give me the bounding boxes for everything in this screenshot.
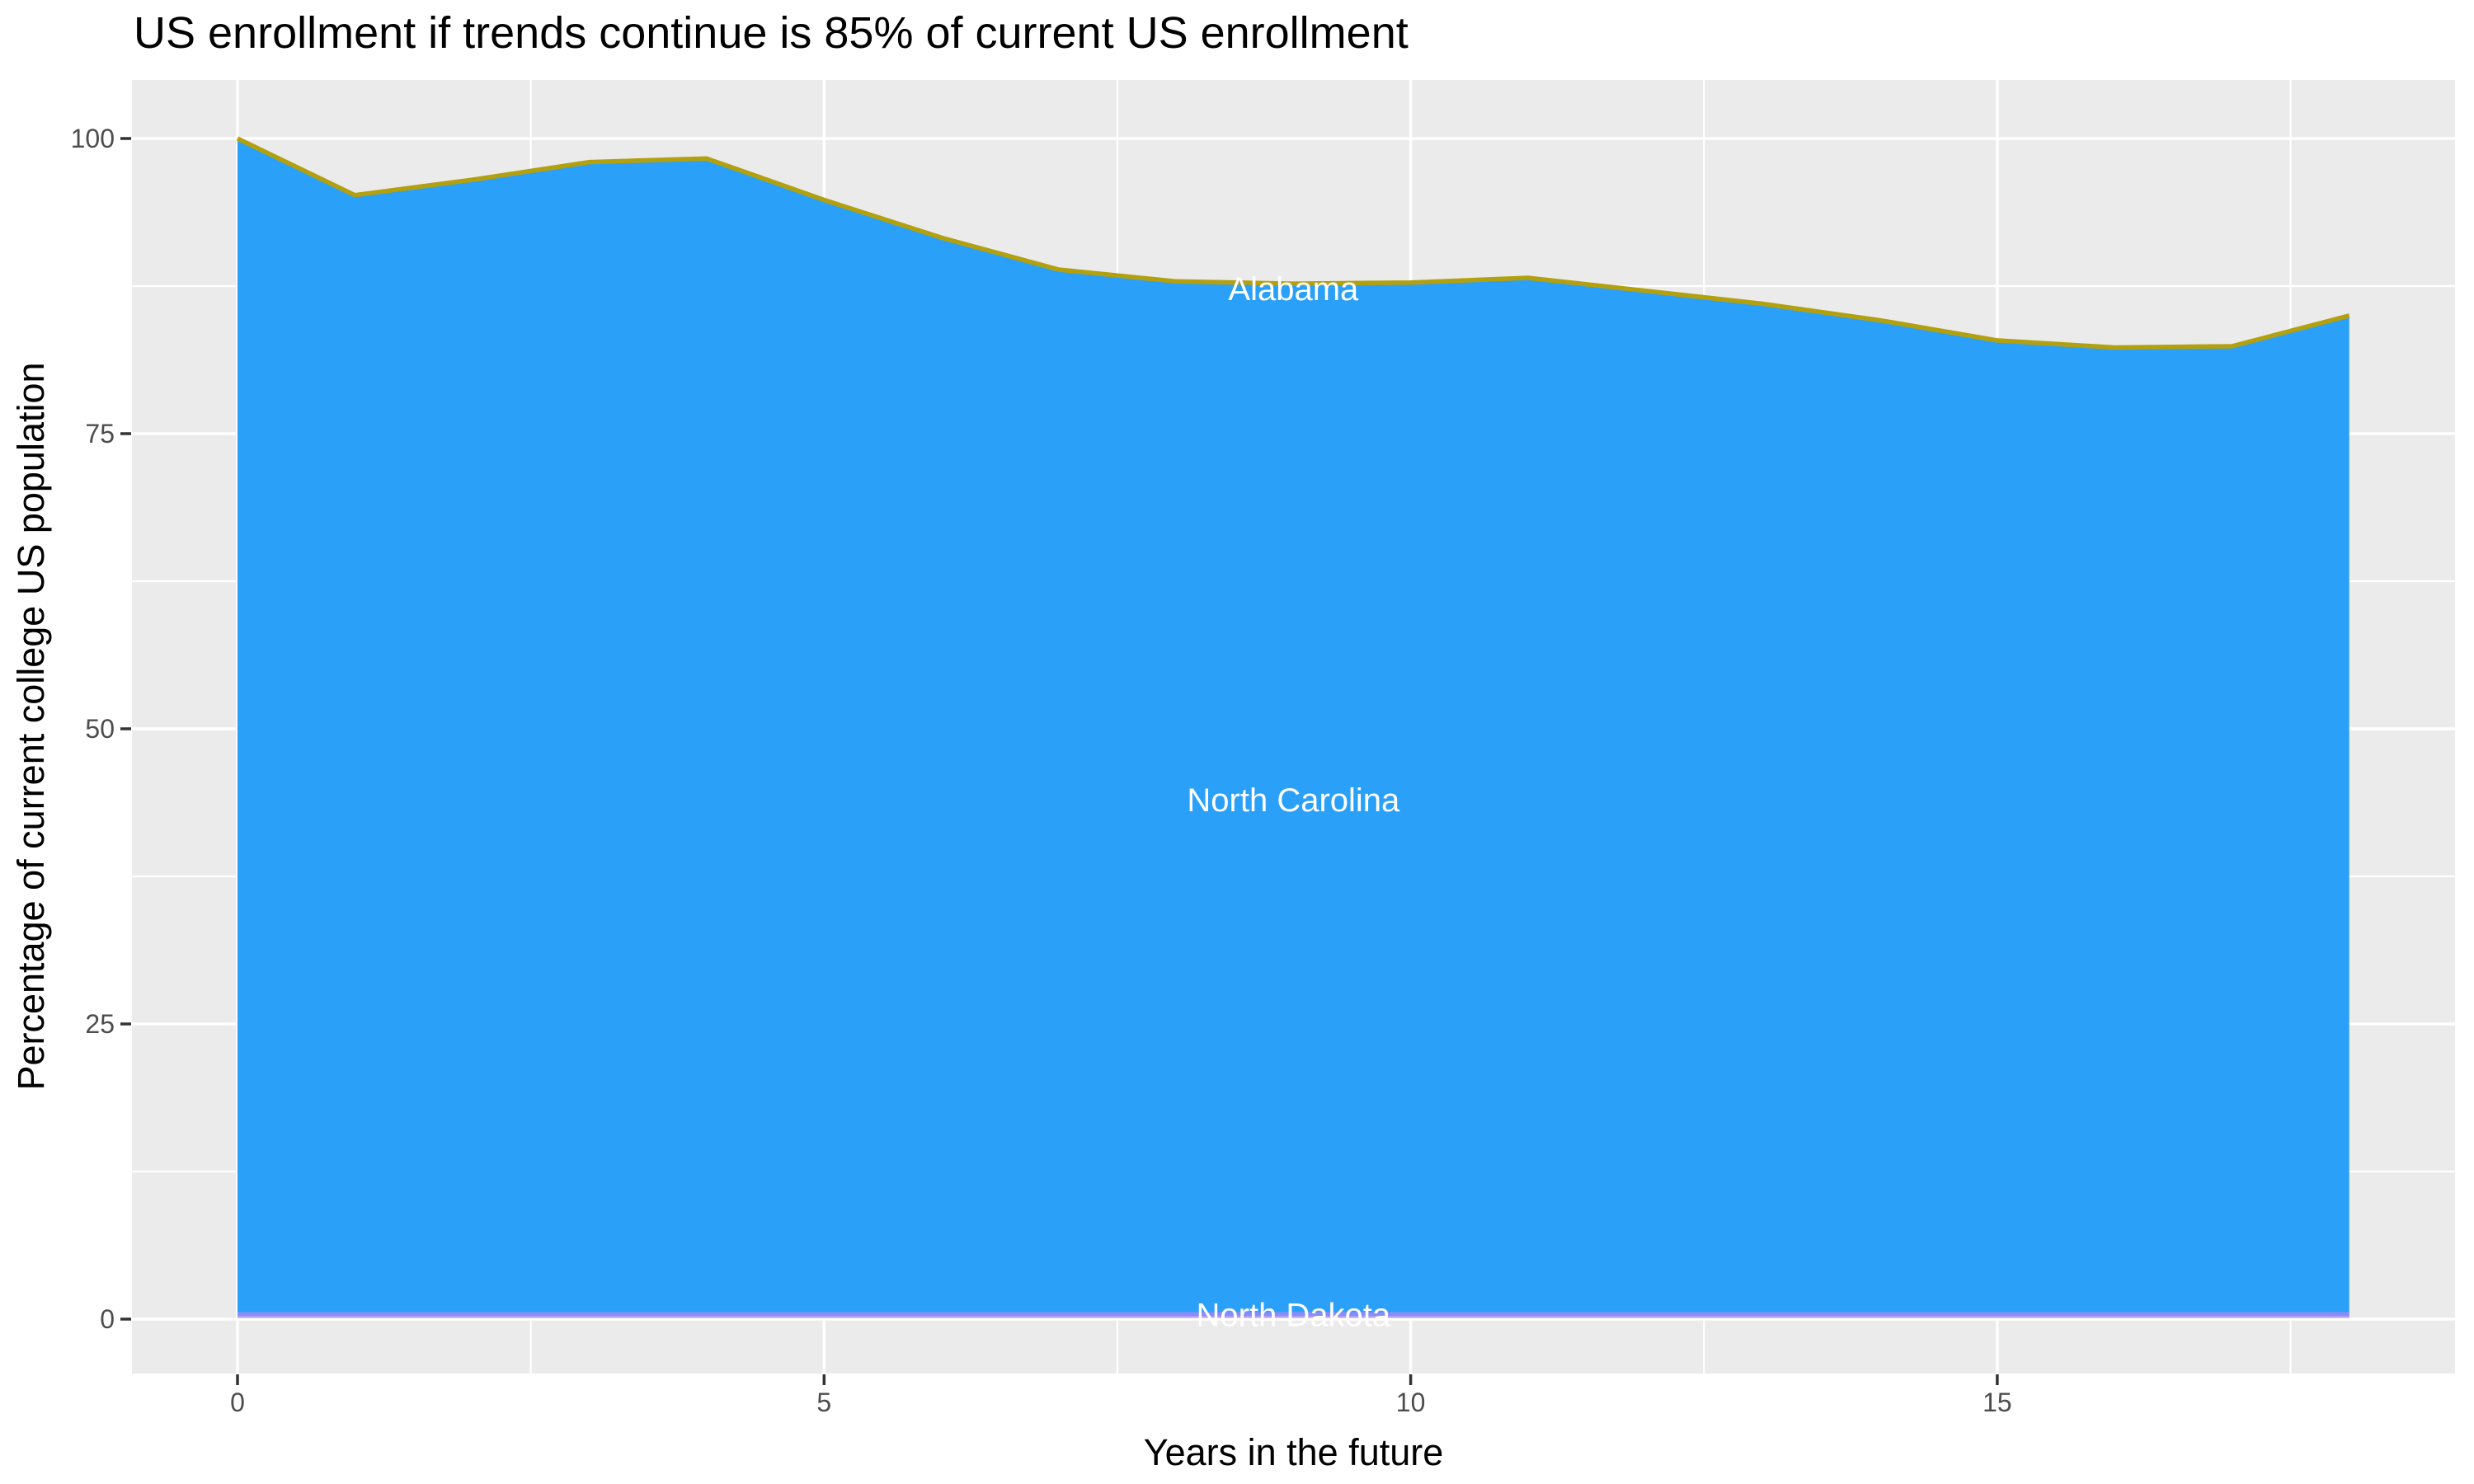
chart-title: US enrollment if trends continue is 85% … xyxy=(134,8,1409,58)
state-label-north-dakota: North Dakota xyxy=(1197,1297,1391,1333)
x-tick-label: 10 xyxy=(1396,1388,1426,1417)
y-tick-label: 25 xyxy=(85,1009,115,1039)
state-label-north-carolina: North Carolina xyxy=(1187,782,1400,819)
y-tick-label: 50 xyxy=(85,714,115,744)
y-tick-label: 0 xyxy=(100,1304,115,1334)
y-tick-label: 100 xyxy=(71,124,115,153)
x-tick-label: 15 xyxy=(1982,1388,2012,1417)
y-tick-label: 75 xyxy=(85,419,115,448)
area-top-line xyxy=(236,136,2350,350)
x-tick-label: 5 xyxy=(816,1388,831,1417)
state-label-alabama: Alabama xyxy=(1228,271,1359,308)
x-tick-label: 0 xyxy=(230,1388,245,1417)
enrollment-area xyxy=(238,139,2349,1317)
x-axis-title: Years in the future xyxy=(1143,1431,1444,1473)
